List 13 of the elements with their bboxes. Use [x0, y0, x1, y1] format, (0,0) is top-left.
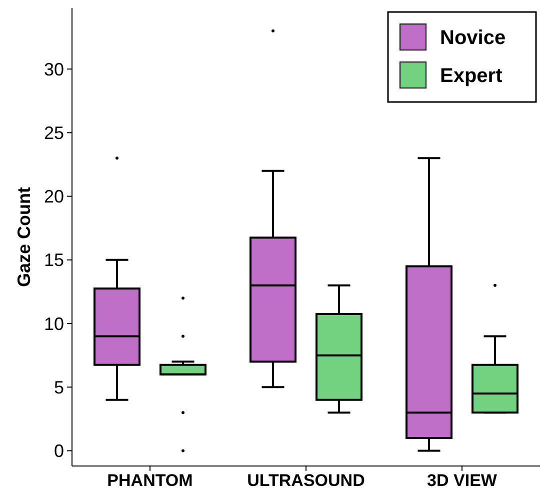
- x-tick-label: ULTRASOUND: [247, 471, 365, 490]
- x-tick-label: 3D VIEW: [427, 471, 498, 490]
- y-tick-label: 0: [54, 441, 64, 462]
- y-tick-label: 5: [54, 377, 64, 398]
- legend-label: Expert: [440, 65, 503, 87]
- y-tick-label: 30: [44, 59, 64, 80]
- y-tick-label: 25: [44, 122, 64, 143]
- y-axis-title: Gaze Count: [14, 186, 34, 288]
- y-tick-label: 10: [44, 314, 64, 334]
- y-tick-label: 15: [44, 250, 64, 270]
- x-tick-label: PHANTOM: [107, 471, 193, 490]
- legend-label: Novice: [440, 27, 506, 49]
- y-tick-label: 20: [44, 186, 64, 207]
